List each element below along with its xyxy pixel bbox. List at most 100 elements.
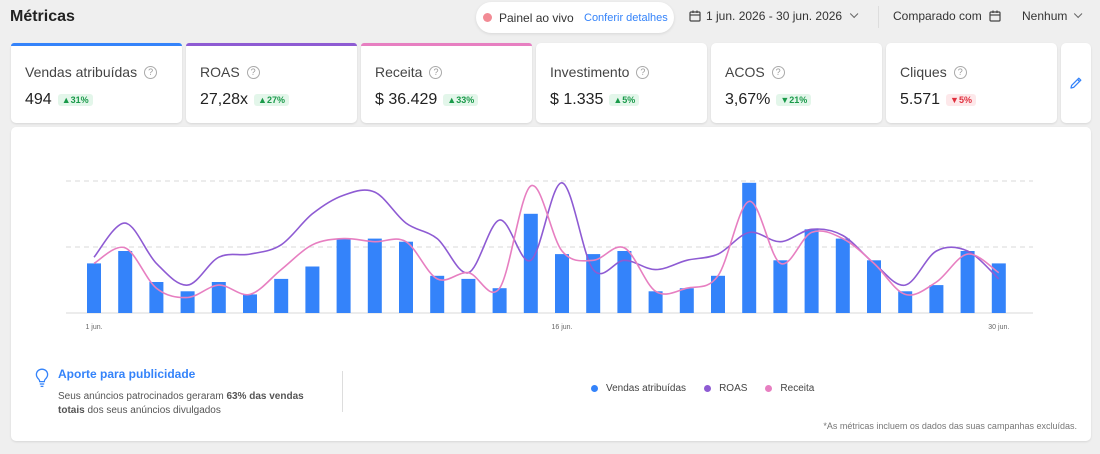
bar-vendas-26[interactable]	[867, 260, 881, 313]
chart-legend: Vendas atribuídas ROAS Receita	[591, 383, 814, 394]
bar-vendas-20[interactable]	[679, 288, 694, 313]
kpi-accent	[11, 43, 182, 46]
x-tick-label: 30 jun.	[988, 324, 1009, 331]
bar-vendas-4[interactable]	[180, 291, 195, 313]
line-receita	[93, 185, 1000, 299]
bar-vendas-5[interactable]	[211, 282, 226, 313]
divider	[342, 371, 343, 412]
kpi-card-acos[interactable]: ACOS? 3,67% ▼21%	[711, 43, 882, 123]
help-icon[interactable]: ?	[144, 65, 158, 79]
kpi-value: 3,67%	[725, 91, 771, 108]
kpi-value: 27,28x	[200, 91, 249, 108]
legend-label: Vendas atribuídas	[606, 383, 687, 394]
pencil-icon	[1070, 77, 1082, 89]
bar-vendas-18[interactable]	[617, 251, 632, 313]
bar-vendas-25[interactable]	[835, 238, 850, 313]
legend-marker	[765, 385, 773, 392]
kpi-value: 5.571	[900, 91, 941, 108]
kpi-card-vendas-atribuidas[interactable]: Vendas atribuídas? 494 ▲31%	[11, 43, 182, 123]
x-tick-label: 1 jun.	[85, 324, 102, 331]
chevron-down-icon	[849, 9, 859, 19]
bar-vendas-21[interactable]	[711, 275, 725, 313]
kpi-change-badge: ▲31%	[57, 94, 93, 106]
bar-vendas-7[interactable]	[274, 278, 289, 313]
help-icon[interactable]: ?	[953, 65, 967, 79]
check-details-link[interactable]: Conferir detalhes	[584, 12, 668, 24]
date-range-picker[interactable]: 1 jun. 2026 - 30 jun. 2026	[689, 9, 859, 23]
bar-vendas-1[interactable]	[87, 263, 101, 313]
bar-vendas-3[interactable]	[149, 282, 164, 313]
calendar-icon	[689, 10, 701, 22]
bar-vendas-11[interactable]	[399, 241, 413, 313]
kpi-change-badge: ▲5%	[609, 94, 640, 106]
bar-vendas-8[interactable]	[305, 266, 320, 314]
bar-vendas-13[interactable]	[461, 278, 476, 313]
kpi-change-badge: ▼21%	[776, 94, 812, 106]
insight-highlight: 63% das vendas totais	[58, 391, 304, 416]
bar-vendas-6[interactable]	[243, 294, 257, 313]
compare-section: Comparado com	[893, 9, 1001, 23]
kpi-value: 494	[25, 91, 52, 108]
live-status-dot	[483, 13, 492, 22]
kpi-value: $ 36.429	[375, 91, 438, 108]
legend-item-roas[interactable]: ROAS	[704, 383, 747, 394]
legend-item-vendas[interactable]: Vendas atribuídas	[591, 383, 686, 394]
help-icon[interactable]: ?	[246, 65, 260, 79]
kpi-accent	[186, 43, 357, 46]
compare-label: Comparado com	[893, 9, 982, 23]
bar-vendas-19[interactable]	[648, 291, 663, 313]
live-panel-pill: Painel ao vivo Conferir detalhes	[476, 2, 674, 33]
bar-vendas-30[interactable]	[991, 263, 1006, 313]
bar-vendas-12[interactable]	[430, 275, 445, 313]
bar-vendas-16[interactable]	[555, 254, 569, 313]
kpi-label: Receita	[375, 64, 423, 80]
kpi-card-cliques[interactable]: Cliques? 5.571 ▼5%	[886, 43, 1057, 123]
insight-text: Seus anúncios patrocinados geraram 63% d…	[58, 391, 304, 416]
bar-vendas-9[interactable]	[336, 238, 351, 313]
kpi-card-investimento[interactable]: Investimento? $ 1.335 ▲5%	[536, 43, 707, 123]
chevron-down-icon	[1074, 9, 1083, 19]
lightbulb-icon	[35, 368, 49, 388]
bar-vendas-15[interactable]	[523, 213, 538, 313]
bar-vendas-24[interactable]	[804, 229, 819, 313]
x-tick-label: 16 jun.	[551, 324, 572, 331]
help-icon[interactable]: ?	[771, 65, 785, 79]
bar-vendas-29[interactable]	[960, 251, 975, 313]
bar-vendas-2[interactable]	[118, 251, 133, 313]
line-roas	[93, 182, 1000, 286]
bar-vendas-23[interactable]	[773, 260, 788, 313]
bar-vendas-17[interactable]	[586, 254, 601, 313]
legend-item-receita[interactable]: Receita	[765, 383, 814, 394]
chart-panel: 1 jun. 16 jun. 30 jun. Aporte para publici…	[11, 127, 1091, 441]
kpi-card-receita[interactable]: Receita? $ 36.429 ▲33%	[361, 43, 532, 123]
top-bar: Métricas Painel ao vivo Conferir detalhe…	[0, 0, 1100, 36]
edit-metrics-button[interactable]	[1061, 43, 1091, 123]
bar-vendas-22[interactable]	[742, 182, 757, 313]
kpi-label: ROAS	[200, 64, 240, 80]
divider	[878, 6, 879, 28]
insight-title: Aporte para publicidade	[58, 367, 196, 381]
live-panel-label: Painel ao vivo	[499, 11, 574, 25]
bar-vendas-27[interactable]	[898, 291, 913, 313]
kpi-change-badge: ▼5%	[946, 94, 976, 106]
footnote: *As métricas incluem os dados das suas c…	[823, 421, 1077, 431]
bar-vendas-28[interactable]	[929, 285, 944, 313]
legend-label: ROAS	[719, 383, 748, 394]
kpi-label: Vendas atribuídas	[25, 64, 138, 80]
compare-value: Nenhum	[1022, 9, 1068, 23]
bar-vendas-14[interactable]	[492, 288, 507, 313]
kpi-card-roas[interactable]: ROAS? 27,28x ▲27%	[186, 43, 357, 123]
compare-select[interactable]: Nenhum	[1022, 9, 1083, 23]
help-icon[interactable]: ?	[636, 65, 650, 79]
kpi-change-badge: ▲27%	[254, 94, 289, 106]
legend-marker	[591, 385, 598, 392]
help-icon[interactable]: ?	[429, 65, 443, 79]
kpi-label: ACOS	[725, 64, 765, 80]
legend-label: Receita	[780, 383, 815, 394]
page-title: Métricas	[10, 8, 75, 25]
legend-marker	[704, 385, 712, 392]
kpi-value: $ 1.335	[550, 91, 604, 108]
kpi-accent	[361, 43, 532, 46]
kpi-label: Investimento	[550, 64, 630, 80]
bar-vendas-10[interactable]	[367, 238, 382, 313]
